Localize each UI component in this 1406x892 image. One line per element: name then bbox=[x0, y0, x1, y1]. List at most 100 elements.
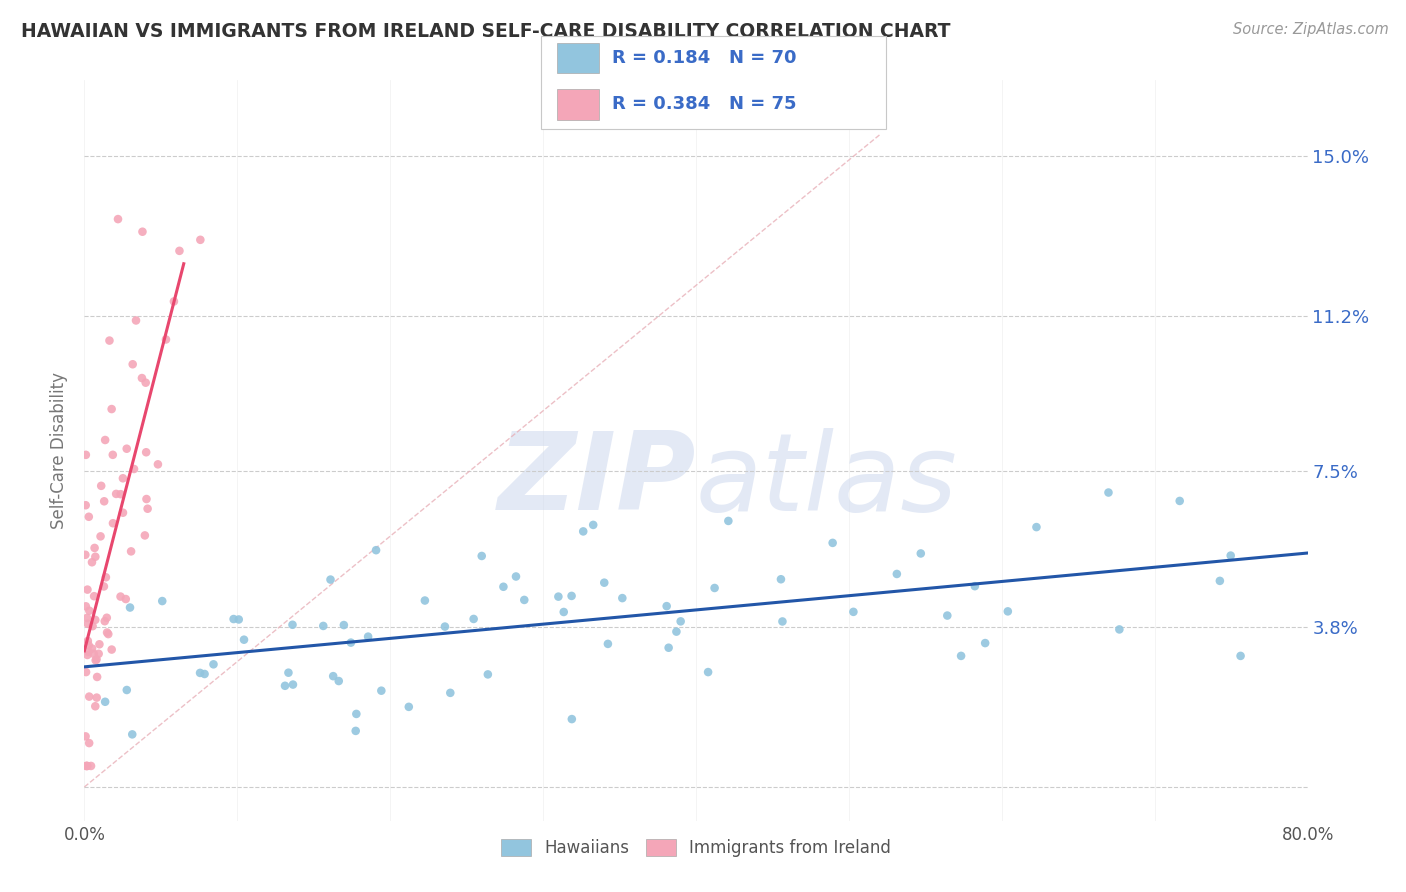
Point bbox=[105, 487, 128, 501]
Point bbox=[169, 244, 191, 258]
Point bbox=[111, 471, 134, 485]
Point bbox=[75, 498, 97, 512]
Point bbox=[1168, 494, 1191, 508]
Text: atlas: atlas bbox=[696, 427, 957, 533]
Point bbox=[75, 759, 97, 773]
Point bbox=[344, 706, 367, 721]
Point bbox=[1209, 574, 1232, 588]
Point bbox=[76, 759, 98, 773]
Point bbox=[150, 594, 173, 608]
Point bbox=[997, 604, 1019, 618]
Point bbox=[93, 579, 115, 593]
Point bbox=[492, 580, 515, 594]
Y-axis label: Self-Care Disability: Self-Care Disability bbox=[51, 372, 69, 529]
Point bbox=[963, 579, 986, 593]
Point bbox=[121, 727, 143, 741]
Point bbox=[319, 573, 342, 587]
Text: HAWAIIAN VS IMMIGRANTS FROM IRELAND SELF-CARE DISABILITY CORRELATION CHART: HAWAIIAN VS IMMIGRANTS FROM IRELAND SELF… bbox=[21, 22, 950, 41]
Point bbox=[120, 544, 142, 558]
Point bbox=[94, 433, 117, 447]
Point bbox=[94, 614, 117, 628]
Point bbox=[77, 645, 100, 659]
Point bbox=[115, 683, 138, 698]
Point bbox=[80, 759, 103, 773]
Point bbox=[669, 615, 692, 629]
Point bbox=[572, 524, 595, 539]
Point bbox=[89, 637, 111, 651]
Point bbox=[439, 686, 461, 700]
Point bbox=[94, 570, 117, 584]
Point bbox=[842, 605, 865, 619]
Point bbox=[84, 699, 107, 714]
Point bbox=[596, 637, 619, 651]
Point bbox=[277, 665, 299, 680]
Text: R = 0.184   N = 70: R = 0.184 N = 70 bbox=[612, 49, 796, 67]
Point bbox=[76, 616, 98, 631]
Point bbox=[433, 619, 456, 633]
Point bbox=[582, 517, 605, 532]
Point bbox=[146, 458, 169, 472]
Point bbox=[1097, 485, 1119, 500]
Point bbox=[76, 611, 98, 625]
Legend: Hawaiians, Immigrants from Ireland: Hawaiians, Immigrants from Ireland bbox=[494, 832, 898, 864]
Point bbox=[547, 590, 569, 604]
Point bbox=[83, 541, 105, 555]
Point bbox=[82, 641, 104, 656]
Point bbox=[228, 612, 250, 626]
Point bbox=[76, 759, 98, 773]
Point bbox=[83, 589, 105, 603]
Point bbox=[1025, 520, 1047, 534]
Point bbox=[357, 630, 380, 644]
Point bbox=[101, 448, 124, 462]
Point bbox=[505, 569, 527, 583]
Point bbox=[118, 600, 141, 615]
Point bbox=[1219, 549, 1241, 563]
Point bbox=[717, 514, 740, 528]
Point bbox=[340, 635, 363, 649]
Text: R = 0.384   N = 75: R = 0.384 N = 75 bbox=[612, 95, 796, 113]
Point bbox=[135, 445, 157, 459]
Point bbox=[772, 615, 794, 629]
Point bbox=[80, 555, 103, 569]
Point bbox=[821, 536, 844, 550]
Point bbox=[90, 529, 112, 543]
Point bbox=[77, 736, 100, 750]
Point bbox=[697, 665, 720, 679]
Point bbox=[114, 592, 136, 607]
Point bbox=[82, 619, 104, 633]
Point bbox=[107, 212, 129, 227]
Point bbox=[86, 652, 108, 666]
Point bbox=[94, 695, 117, 709]
Point bbox=[910, 546, 932, 560]
Point bbox=[370, 683, 392, 698]
Point bbox=[111, 506, 134, 520]
Point bbox=[312, 619, 335, 633]
Point bbox=[936, 608, 959, 623]
Point bbox=[122, 462, 145, 476]
Point bbox=[513, 593, 536, 607]
Point bbox=[97, 627, 120, 641]
Point bbox=[202, 657, 225, 672]
Point bbox=[76, 634, 98, 648]
Point bbox=[553, 605, 575, 619]
Point bbox=[193, 667, 215, 681]
Point bbox=[1108, 623, 1130, 637]
Point bbox=[131, 225, 153, 239]
Point bbox=[76, 582, 98, 597]
Point bbox=[135, 491, 157, 506]
Point bbox=[188, 233, 211, 247]
Point bbox=[655, 599, 678, 614]
Point bbox=[561, 712, 583, 726]
Point bbox=[274, 679, 297, 693]
Point bbox=[86, 690, 108, 705]
Point bbox=[188, 665, 211, 680]
Point bbox=[222, 612, 245, 626]
Point bbox=[134, 528, 156, 542]
Point bbox=[561, 589, 583, 603]
Point bbox=[96, 625, 118, 640]
Point bbox=[364, 543, 387, 558]
Point bbox=[76, 648, 98, 662]
Point bbox=[75, 448, 97, 462]
Point bbox=[593, 575, 616, 590]
Text: Source: ZipAtlas.com: Source: ZipAtlas.com bbox=[1233, 22, 1389, 37]
